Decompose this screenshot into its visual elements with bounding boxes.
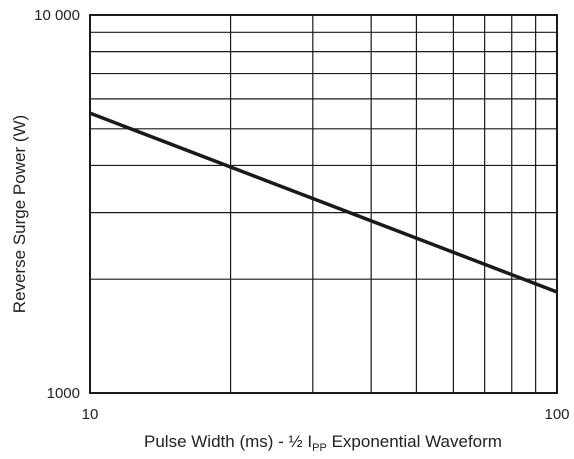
tick-labels: 10 100 1000 10 000 [34,7,569,423]
y-tick-label: 10 000 [34,7,80,24]
series-layer [89,111,558,294]
x-tick-label: 10 [82,406,99,423]
series-line [89,111,558,294]
plot-frame [89,14,558,394]
y-tick-label: 1000 [47,385,80,402]
x-axis-label: Pulse Width (ms) - ½ IPP Exponential Wav… [144,432,502,454]
y-axis-label: Reverse Surge Power (W) [10,115,29,313]
grid [90,15,557,393]
x-tick-label: 100 [544,406,569,423]
